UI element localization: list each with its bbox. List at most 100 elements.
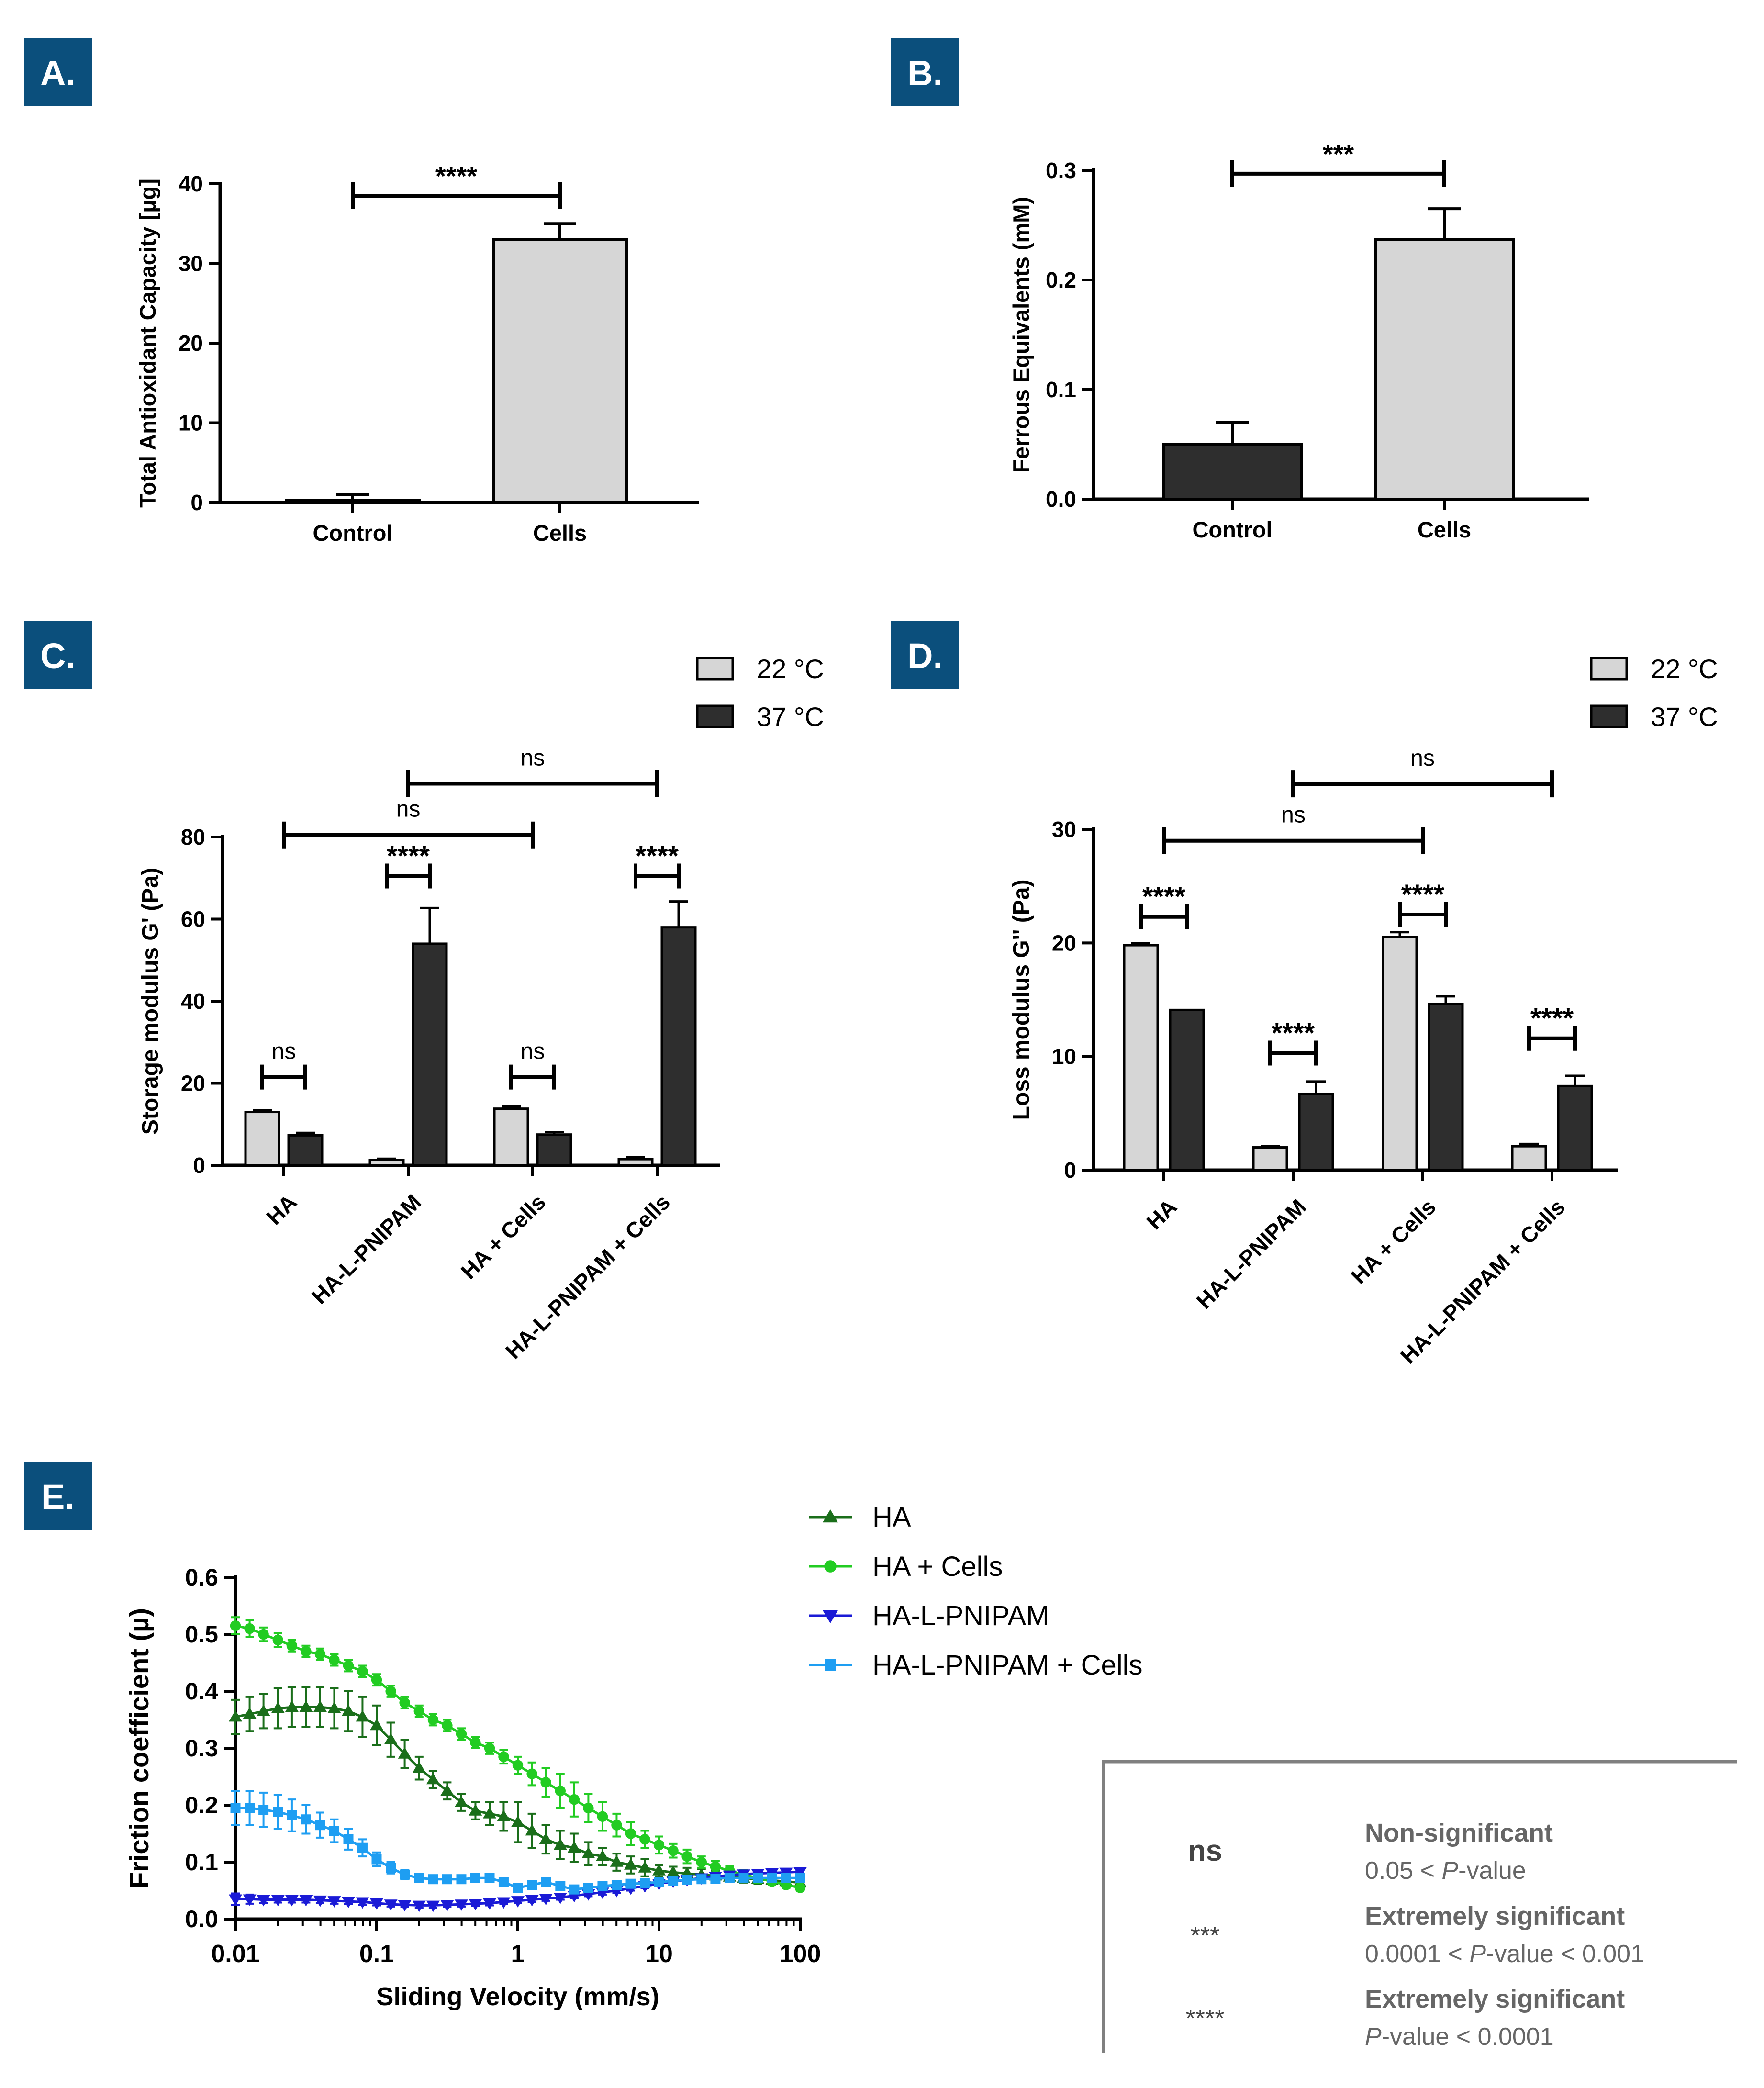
bar <box>287 1134 324 1167</box>
data-point <box>625 1828 636 1839</box>
y-tick-label: 0.3 <box>185 1735 218 1762</box>
data-point <box>781 1873 791 1883</box>
data-point <box>342 1704 356 1716</box>
bar <box>244 1111 280 1167</box>
legend-title: Non-significant <box>1365 1819 1553 1847</box>
bar <box>368 1159 405 1167</box>
data-point <box>483 1898 497 1910</box>
data-point <box>273 1807 283 1817</box>
data-point <box>229 1894 242 1906</box>
y-axis-label: Ferrous Equivalents (mM) <box>1008 197 1034 473</box>
y-tick-label: 0 <box>193 1153 205 1178</box>
bar <box>536 1133 572 1167</box>
y-tick-label: 0.0 <box>1046 487 1076 512</box>
bar <box>1374 238 1515 501</box>
data-point <box>384 1899 398 1911</box>
data-point <box>327 1701 341 1713</box>
data-point <box>243 1707 257 1719</box>
x-tick-label: Cells <box>1418 517 1471 542</box>
bar <box>1511 1145 1547 1172</box>
y-tick-label: 60 <box>181 907 205 932</box>
data-point <box>245 1803 255 1813</box>
bar <box>1298 1093 1334 1172</box>
data-point <box>668 1876 679 1886</box>
series-line <box>235 1706 801 1884</box>
data-point <box>469 1899 482 1910</box>
data-point <box>400 1869 410 1880</box>
y-tick-label: 0.1 <box>185 1849 218 1876</box>
data-point <box>710 1861 721 1872</box>
p-italic: P <box>1365 2023 1382 2051</box>
x-tick-label: 0.1 <box>359 1940 394 1968</box>
data-point <box>384 1733 398 1744</box>
panel-tag-box <box>24 38 92 106</box>
data-point <box>525 1895 539 1907</box>
bar <box>1252 1146 1288 1172</box>
x-tick-label: Control <box>313 520 392 546</box>
significance-label: ns <box>272 1039 296 1064</box>
data-point <box>272 1634 284 1646</box>
data-point <box>357 1842 368 1853</box>
data-point <box>597 1811 608 1822</box>
legend-label: 37 °C <box>1651 702 1718 732</box>
data-point <box>301 1646 312 1657</box>
y-tick-label: 10 <box>179 411 203 435</box>
data-point <box>611 1880 622 1890</box>
legend-symbol: *** <box>1191 1922 1220 1950</box>
data-point <box>624 1858 638 1870</box>
legend-swatch <box>696 657 734 681</box>
data-point <box>370 1719 383 1731</box>
data-point <box>426 1773 440 1785</box>
bar <box>617 1158 654 1167</box>
data-point <box>414 1873 424 1883</box>
data-point <box>666 1865 680 1877</box>
significance-label: ns <box>521 1039 545 1064</box>
data-point <box>793 1867 807 1879</box>
x-axis-label: Sliding Velocity (mm/s) <box>376 1982 659 2011</box>
y-tick-label: 40 <box>181 989 205 1014</box>
bar <box>1123 944 1159 1172</box>
data-point <box>794 1882 806 1893</box>
data-point <box>553 1892 567 1904</box>
y-tick-label: 0.3 <box>1046 158 1076 183</box>
legend-marker <box>823 1509 838 1523</box>
data-point <box>738 1873 749 1883</box>
data-point <box>654 1877 664 1887</box>
significance-label: **** <box>1530 1003 1574 1034</box>
data-point <box>525 1824 539 1836</box>
data-point <box>470 1873 480 1883</box>
data-point <box>652 1864 666 1876</box>
panel-tag-label: B. <box>907 53 943 93</box>
significance-legend: ns Non-significant 0.05 < P-value *** Extrem… <box>1102 1760 1737 2053</box>
data-point <box>625 1878 636 1889</box>
bar <box>492 238 628 504</box>
data-point <box>329 1826 339 1836</box>
data-point <box>426 1900 440 1912</box>
legend-swatch <box>696 704 734 728</box>
data-point <box>299 1895 313 1907</box>
x-tick-label: HA + Cells <box>456 1189 550 1284</box>
significance-label: *** <box>1323 139 1354 169</box>
data-point <box>313 1895 327 1907</box>
x-tick-label: Cells <box>533 520 587 546</box>
legend-label: HA <box>872 1502 911 1533</box>
data-point <box>257 1895 270 1907</box>
legend: 22 °C 37 °C <box>1590 654 1718 732</box>
data-point <box>511 1815 525 1827</box>
legend-label: HA + Cells <box>872 1551 1003 1582</box>
data-point <box>696 1856 707 1868</box>
x-tick-label: HA-L-PNIPAM <box>307 1189 426 1308</box>
data-point <box>357 1666 368 1677</box>
panel-C-chart: 0 20 40 60 80 Storage modulus G' (Pa) HA HA-L-P… <box>138 654 824 1363</box>
y-tick-label: 0.1 <box>1046 377 1076 402</box>
bar <box>1169 1008 1205 1172</box>
data-point <box>314 1649 326 1660</box>
data-point <box>513 1883 523 1893</box>
legend-description: 0.0001 < P-value < 0.001 <box>1365 1940 1644 1968</box>
x-tick-label: 0.01 <box>211 1940 259 1968</box>
data-point <box>385 1686 396 1697</box>
data-point <box>313 1700 327 1712</box>
significance-label: ns <box>1281 803 1306 828</box>
legend-description: 0.05 < P-value <box>1365 1857 1526 1885</box>
data-point <box>710 1874 721 1884</box>
